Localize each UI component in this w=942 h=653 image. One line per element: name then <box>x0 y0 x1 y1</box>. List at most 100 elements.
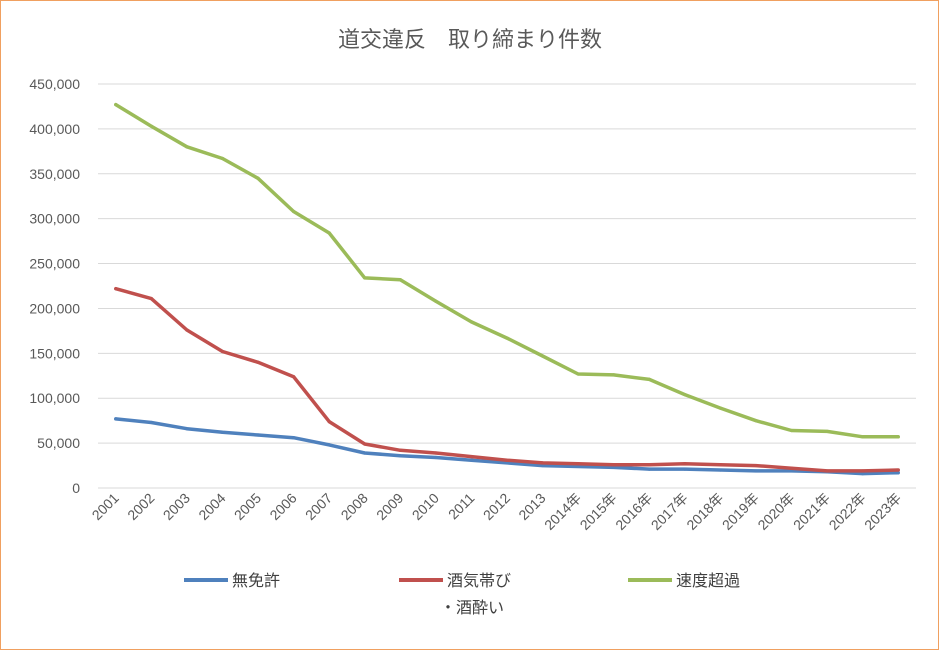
data-point <box>398 448 402 452</box>
legend-label-shuki-line2: ・酒酔い <box>440 598 504 617</box>
data-point <box>327 443 331 447</box>
x-tick-label: 2016年 <box>612 490 655 533</box>
data-point <box>256 360 260 364</box>
data-point <box>256 176 260 180</box>
x-tick-label: 2003 <box>160 490 193 523</box>
series-lines <box>114 102 900 476</box>
data-point <box>114 103 118 107</box>
y-tick-label: 50,000 <box>37 435 80 451</box>
data-point <box>327 231 331 235</box>
legend-label-sokudo: 速度超過 <box>676 571 740 590</box>
data-point <box>114 287 118 291</box>
legend-label-shuki-line1: 酒気帯び <box>447 571 511 590</box>
data-point <box>718 463 722 467</box>
data-point <box>540 354 545 358</box>
y-axis-ticks: 0 50,000 100,000 150,000 200,000 250,000 300,0… <box>29 76 80 496</box>
x-tick-label: 2015年 <box>577 490 620 533</box>
data-point <box>718 406 722 410</box>
data-point <box>434 455 438 460</box>
data-point <box>576 372 580 376</box>
y-tick-label: 350,000 <box>29 166 80 182</box>
y-tick-label: 300,000 <box>29 211 80 227</box>
data-point <box>754 419 758 423</box>
x-tick-label: 2010 <box>409 490 442 523</box>
data-point <box>469 458 474 462</box>
data-point <box>149 420 153 425</box>
x-tick-label: 2004 <box>195 490 228 523</box>
data-point <box>327 419 331 424</box>
x-tick-label: 2005 <box>231 490 264 523</box>
data-point <box>896 468 900 472</box>
data-point <box>434 451 438 455</box>
data-point <box>292 209 296 214</box>
x-tick-label: 2017年 <box>648 490 691 533</box>
x-tick-label: 2012 <box>480 490 513 523</box>
data-point <box>540 461 545 465</box>
x-tick-label: 2014年 <box>541 490 584 533</box>
x-tick-label: 2023年 <box>861 490 904 533</box>
x-tick-label: 2018年 <box>683 490 726 533</box>
data-point <box>363 451 367 455</box>
data-point <box>825 469 829 473</box>
x-tick-label: 2008 <box>338 490 371 523</box>
y-tick-label: 0 <box>72 480 80 496</box>
x-tick-label: 2022年 <box>826 490 869 533</box>
x-tick-label: 2020年 <box>754 490 797 533</box>
data-point <box>185 328 189 332</box>
data-point <box>256 433 260 437</box>
data-point <box>505 336 509 340</box>
y-tick-label: 400,000 <box>29 121 80 137</box>
data-point <box>220 349 225 354</box>
data-point <box>114 417 118 421</box>
x-tick-label: 2002 <box>124 490 157 523</box>
data-point <box>789 428 794 433</box>
data-point <box>612 465 616 469</box>
x-tick-label: 2007 <box>302 490 335 523</box>
data-point <box>505 458 509 462</box>
legend-label-mumenkyo: 無免許 <box>232 571 280 590</box>
data-point <box>718 468 722 472</box>
data-point <box>149 124 153 128</box>
data-point <box>220 430 225 434</box>
data-point <box>185 145 189 149</box>
data-point <box>363 442 367 446</box>
data-point <box>576 462 580 466</box>
data-point <box>149 296 153 301</box>
data-point <box>825 429 829 434</box>
x-tick-label: 2011 <box>445 490 478 523</box>
data-point <box>398 278 402 282</box>
data-point <box>576 464 580 469</box>
data-point <box>683 467 687 471</box>
data-point <box>754 463 758 468</box>
data-point <box>612 463 616 467</box>
data-point <box>789 466 794 470</box>
data-point <box>363 276 367 280</box>
x-tick-label: 2019年 <box>719 490 762 533</box>
data-point <box>220 156 225 161</box>
data-point <box>647 463 651 467</box>
y-tick-label: 150,000 <box>29 345 80 361</box>
data-point <box>896 471 900 475</box>
data-point <box>683 462 687 466</box>
gridlines <box>98 83 916 489</box>
data-point <box>896 435 900 439</box>
data-point <box>647 467 651 471</box>
data-point <box>612 373 616 377</box>
data-point <box>861 469 865 473</box>
data-point <box>505 461 509 465</box>
data-point <box>398 454 402 458</box>
data-point <box>434 299 438 303</box>
data-point <box>647 377 651 381</box>
y-tick-label: 100,000 <box>29 390 80 406</box>
legend: 無免許 酒気帯び ・酒酔い 速度超過 <box>184 571 740 617</box>
x-tick-label: 2009 <box>373 490 406 523</box>
data-point <box>292 436 296 440</box>
data-point <box>861 435 865 439</box>
series-line-2 <box>114 102 900 439</box>
x-axis-ticks: 2001 2002 2003 2004 2005 2006 2007 2008 2009 2010… <box>89 490 905 533</box>
y-tick-label: 450,000 <box>29 76 80 92</box>
data-point <box>185 427 189 431</box>
y-tick-label: 250,000 <box>29 256 80 272</box>
